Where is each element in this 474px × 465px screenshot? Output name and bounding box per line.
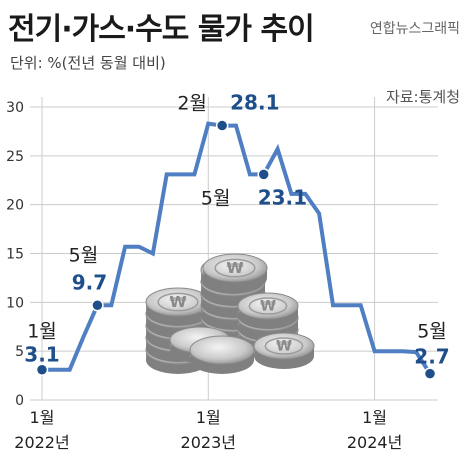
y-tick-label: 20: [6, 198, 24, 214]
coin-icon: ₩: [237, 292, 299, 329]
annotation-month: 5월: [69, 244, 99, 266]
source-label: 자료:통계청: [385, 88, 460, 106]
coin-face: [253, 332, 315, 360]
annotated-point-marker: [423, 367, 437, 380]
x-tick-year: 2024년: [347, 433, 402, 452]
annotation-month: 5월: [201, 187, 231, 209]
x-axis-labels: 1월 2022년 1월 2023년 1월 2024년: [14, 408, 402, 452]
coin-icon: ₩: [253, 332, 315, 369]
won-symbol-icon: ₩: [227, 259, 244, 277]
series-line: [42, 121, 432, 375]
coin-icon: ₩: [202, 253, 268, 292]
unit-label: 단위: %(전년 동월 대비): [10, 54, 166, 72]
coin-face: [202, 253, 268, 283]
won-symbol-icon: ₩: [260, 299, 276, 315]
coin-face: [189, 335, 255, 365]
annotated-point-marker: [91, 299, 104, 312]
annotation-value: 23.1: [258, 185, 307, 209]
coin-rim: [248, 297, 288, 315]
annotated-point-marker: [35, 363, 49, 376]
y-tick-label: 30: [6, 100, 24, 116]
coin-icon: [189, 335, 255, 374]
x-tick-year: 2022년: [14, 433, 69, 452]
annotation-value: 28.1: [230, 91, 279, 115]
annotation-value: 2.7: [414, 345, 449, 369]
annotation-month: 1월: [27, 321, 57, 343]
x-tick-month: 1월: [362, 408, 387, 427]
x-tick-year: 2023년: [181, 433, 236, 452]
annotation-value: 3.1: [24, 343, 59, 367]
y-tick-label: 15: [6, 247, 24, 263]
coin-icon: ₩: [145, 287, 211, 326]
annotated-point-marker: [257, 168, 270, 181]
annotated-point-marker: [215, 119, 229, 132]
y-axis-ticks: 0 5 10 15 20 25 30: [6, 100, 24, 409]
x-tick-month: 1월: [196, 408, 221, 427]
x-tick-month: 1월: [30, 408, 55, 427]
coin-rim: [264, 337, 304, 355]
won-symbol-icon: ₩: [276, 339, 292, 355]
y-tick-label: 0: [15, 393, 24, 409]
credit-label: 연합뉴스그래픽: [369, 21, 460, 37]
annotation-month: 2월: [177, 93, 207, 115]
y-tick-label: 10: [6, 295, 24, 311]
series-line-group: [42, 121, 432, 375]
coin-face: [237, 292, 299, 320]
y-tick-label: 25: [6, 149, 24, 165]
annotation-value: 9.7: [72, 270, 107, 294]
annotation-month: 5월: [417, 321, 447, 343]
y-tick-label: 5: [15, 344, 24, 360]
coin-rim: [214, 258, 256, 278]
chart-title: 전기·가스·수도 물가 추이: [8, 12, 315, 47]
coin-rim: [157, 292, 199, 312]
coin-stack-illustration: ₩ ₩ ₩ ₩: [145, 253, 315, 374]
won-symbol-icon: ₩: [170, 293, 187, 311]
